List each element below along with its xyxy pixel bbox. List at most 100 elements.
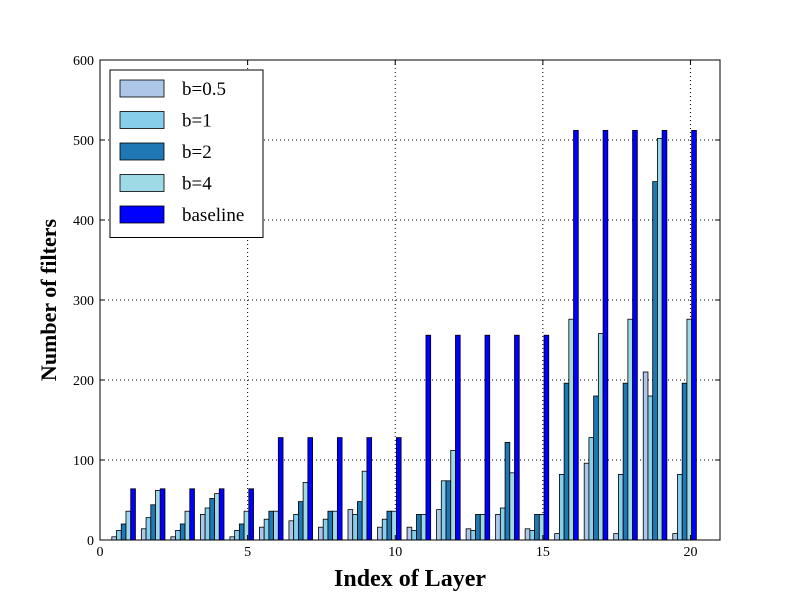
bar-b-4-layer-7 <box>302 481 309 541</box>
bar-b-4-layer-12 <box>450 449 456 541</box>
legend-swatch <box>119 111 165 129</box>
bar-b-2-layer-3 <box>179 523 186 541</box>
bar-b-4-layer-1 <box>125 510 132 541</box>
bar-baseline-layer-15 <box>543 334 550 541</box>
bar-b-2-layer-7 <box>297 501 304 541</box>
bar-b-4-layer-6 <box>273 510 279 541</box>
bar-b-4-layer-20 <box>686 318 693 541</box>
bar-baseline-layer-9 <box>366 437 373 541</box>
legend-swatch <box>119 142 165 161</box>
x-tick-label: 0 <box>97 545 104 560</box>
bar-baseline-layer-8 <box>336 437 343 541</box>
bar-b-0-5-layer-6 <box>259 526 265 541</box>
bar-b-1-layer-3 <box>175 530 181 541</box>
bar-b-0-5-layer-7 <box>288 520 295 541</box>
bar-b-4-layer-9 <box>361 470 368 541</box>
bar-b-1-layer-6 <box>263 518 270 541</box>
bar-b-0-5-layer-4 <box>199 514 206 541</box>
bar-b-4-layer-3 <box>184 510 191 541</box>
bar-baseline-layer-3 <box>189 488 195 541</box>
bar-b-1-layer-15 <box>529 530 535 541</box>
legend-label: b=0.5 <box>182 79 226 100</box>
bar-b-2-layer-17 <box>593 395 599 541</box>
bar-b-0-5-layer-14 <box>495 514 501 541</box>
bar-b-1-layer-14 <box>499 507 506 541</box>
bar-b-1-layer-18 <box>618 473 624 541</box>
bar-b-4-layer-14 <box>509 472 515 541</box>
bar-baseline-layer-1 <box>130 488 136 541</box>
bar-baseline-layer-17 <box>602 129 609 541</box>
bar-b-4-layer-2 <box>155 489 161 541</box>
legend-label: b=4 <box>182 174 212 195</box>
bar-b-0-5-layer-13 <box>465 528 472 541</box>
bar-baseline-layer-12 <box>455 334 461 541</box>
x-tick-label: 20 <box>683 545 697 560</box>
y-tick-label: 400 <box>73 214 94 229</box>
bar-b-2-layer-18 <box>622 382 629 541</box>
x-axis-label: Index of Layer <box>334 566 486 592</box>
bar-baseline-layer-13 <box>484 334 491 541</box>
bar-baseline-layer-18 <box>632 129 638 541</box>
bar-b-2-layer-6 <box>268 510 274 541</box>
bar-baseline-layer-7 <box>307 437 313 541</box>
bar-b-4-layer-4 <box>214 493 220 541</box>
bar-b-2-layer-19 <box>652 181 658 541</box>
legend-swatch <box>119 205 165 224</box>
bar-baseline-layer-19 <box>661 129 668 541</box>
bar-b-2-layer-14 <box>504 441 511 541</box>
bar-b-0-5-layer-20 <box>672 533 678 541</box>
bar-b-2-layer-2 <box>150 504 156 541</box>
bar-b-0-5-layer-2 <box>140 528 147 541</box>
y-tick-label: 600 <box>73 54 94 69</box>
bar-baseline-layer-20 <box>691 129 697 541</box>
bar-b-0-5-layer-12 <box>436 509 442 541</box>
bar-b-4-layer-18 <box>627 318 634 541</box>
bar-baseline-layer-14 <box>514 334 520 541</box>
bar-b-1-layer-9 <box>352 514 358 541</box>
bar-b-1-layer-8 <box>322 518 329 541</box>
bar-b-2-layer-10 <box>386 510 393 541</box>
bar-b-0-5-layer-15 <box>524 528 531 541</box>
bar-b-4-layer-17 <box>597 333 604 541</box>
bar-baseline-layer-2 <box>159 488 166 541</box>
bar-b-0-5-layer-8 <box>318 526 324 541</box>
bar-b-0-5-layer-18 <box>613 533 619 541</box>
legend: b=0.5 b=1 b=2 b=4 baseline <box>109 69 264 238</box>
y-tick-label: 300 <box>73 294 94 309</box>
bar-b-1-layer-12 <box>440 480 447 541</box>
bar-b-0-5-layer-11 <box>406 526 413 541</box>
bar-b-1-layer-19 <box>647 395 654 541</box>
bar-b-4-layer-11 <box>420 514 427 541</box>
bar-baseline-layer-10 <box>396 437 402 541</box>
legend-label: b=2 <box>182 142 212 163</box>
bar-b-4-layer-16 <box>568 318 574 541</box>
bar-b-2-layer-1 <box>120 523 127 541</box>
bar-b-1-layer-10 <box>381 518 388 541</box>
bar-b-2-layer-16 <box>563 382 570 541</box>
y-tick-label: 100 <box>73 454 94 469</box>
legend-label: baseline <box>182 205 244 226</box>
y-tick-label: 200 <box>73 374 94 389</box>
x-tick-label: 10 <box>388 545 402 560</box>
bar-b-0-5-layer-9 <box>347 509 354 541</box>
bar-b-1-layer-4 <box>204 507 211 541</box>
bar-b-2-layer-11 <box>416 514 422 541</box>
bar-b-0-5-layer-16 <box>554 533 560 541</box>
bar-b-2-layer-4 <box>209 497 215 541</box>
x-tick-label: 5 <box>244 545 251 560</box>
bar-b-0-5-layer-19 <box>642 371 649 541</box>
bar-b-1-layer-1 <box>116 530 122 541</box>
bar-b-2-layer-15 <box>534 514 540 541</box>
bar-b-4-layer-13 <box>479 514 486 541</box>
bar-baseline-layer-4 <box>218 488 225 541</box>
bar-b-2-layer-5 <box>238 523 245 541</box>
y-tick-label: 0 <box>87 534 94 549</box>
bar-b-2-layer-13 <box>475 514 481 541</box>
bar-baseline-layer-6 <box>277 437 284 541</box>
bars <box>111 129 697 541</box>
bar-baseline-layer-11 <box>425 334 432 541</box>
y-axis-label: Number of filters <box>36 219 61 382</box>
bar-b-2-layer-8 <box>327 510 334 541</box>
